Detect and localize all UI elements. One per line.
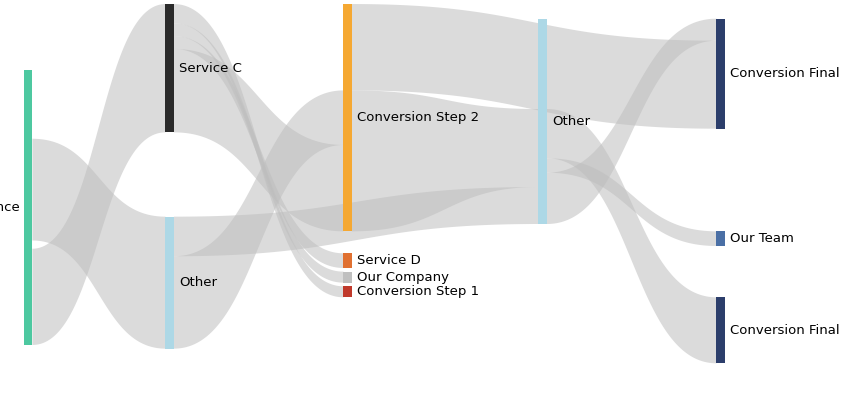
Bar: [716, 297, 725, 363]
Bar: [716, 19, 725, 129]
Polygon shape: [547, 19, 716, 224]
Polygon shape: [352, 90, 538, 231]
Bar: [343, 271, 352, 283]
Bar: [165, 4, 174, 133]
Text: Conversion Final: Conversion Final: [730, 324, 840, 337]
Bar: [343, 286, 352, 297]
Polygon shape: [174, 187, 538, 256]
Text: Our Company: Our Company: [357, 271, 449, 284]
Text: Conversion Step 1: Conversion Step 1: [357, 285, 479, 298]
Bar: [165, 217, 174, 349]
Text: entrance: entrance: [0, 201, 20, 214]
Polygon shape: [174, 4, 343, 297]
Text: Other: Other: [179, 276, 217, 289]
Polygon shape: [174, 36, 343, 268]
Bar: [343, 4, 352, 231]
Polygon shape: [32, 4, 165, 345]
Polygon shape: [174, 23, 343, 283]
Bar: [538, 19, 547, 224]
Text: Service C: Service C: [179, 62, 242, 75]
Bar: [343, 253, 352, 268]
Text: Conversion Final: Conversion Final: [730, 67, 840, 80]
Text: Service D: Service D: [357, 254, 420, 267]
Polygon shape: [174, 90, 343, 349]
Polygon shape: [547, 109, 716, 363]
Text: Our Team: Our Team: [730, 232, 794, 245]
Polygon shape: [174, 49, 343, 231]
Text: Conversion Step 2: Conversion Step 2: [357, 111, 479, 124]
Bar: [24, 70, 32, 345]
Polygon shape: [352, 4, 716, 129]
Polygon shape: [32, 139, 165, 349]
Text: Other: Other: [552, 115, 590, 128]
Bar: [716, 231, 725, 246]
Polygon shape: [547, 158, 716, 246]
